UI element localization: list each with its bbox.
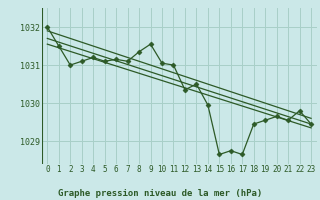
Text: Graphe pression niveau de la mer (hPa): Graphe pression niveau de la mer (hPa)	[58, 189, 262, 198]
